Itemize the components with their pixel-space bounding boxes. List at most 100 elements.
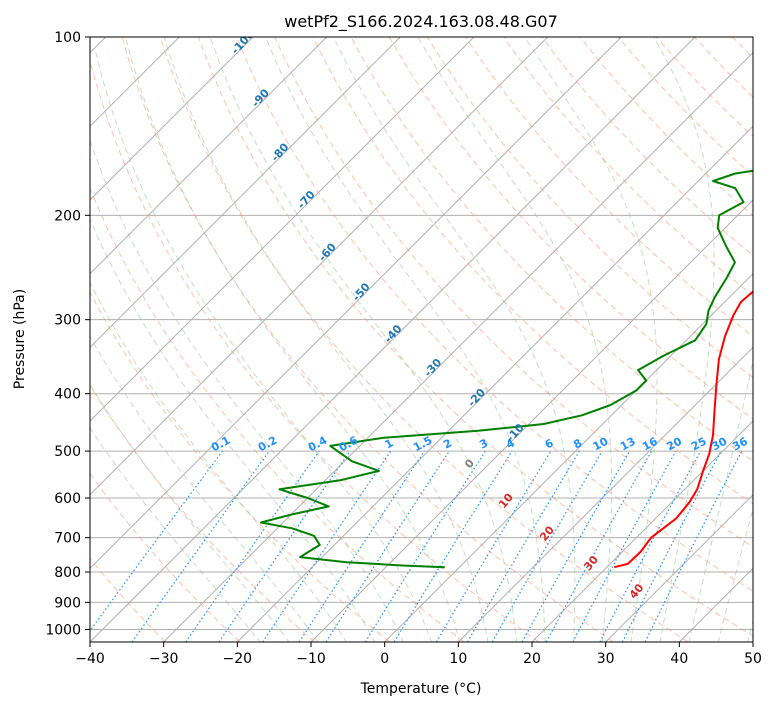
- mixing-ratio-line: [364, 450, 486, 642]
- mixing-ratio-line: [262, 450, 392, 642]
- y-tick-label: 300: [54, 313, 81, 329]
- y-axis: 100 200 300 400 500 600 700 800 900 1000: [45, 30, 90, 638]
- y-tick-label: 500: [54, 444, 81, 460]
- isotherm-line: [90, 37, 622, 570]
- x-tick-label: −10: [296, 651, 326, 667]
- dry-adiabat-line: [236, 37, 753, 592]
- mixing-ratio-line: [545, 450, 653, 642]
- dry-adiabat-label: -60: [316, 240, 339, 264]
- mixing-ratio-line: [131, 450, 270, 642]
- dry-adiabat-label: -50: [350, 280, 373, 304]
- mixing-ratio-label: 36: [730, 435, 750, 454]
- x-tick-label: 10: [449, 651, 467, 667]
- moist-adiabat-line: [90, 281, 347, 642]
- isotherm-line: [90, 37, 549, 496]
- x-tick-label: −20: [223, 651, 253, 667]
- mixing-ratio-line: [435, 450, 552, 642]
- isotherm-line: [90, 37, 696, 642]
- x-tick-label: 0: [380, 651, 389, 667]
- mixing-ratio-label: 16: [640, 435, 660, 454]
- moist-adiabat-line: [90, 383, 290, 642]
- dry-adiabat-line: [426, 37, 753, 379]
- y-tick-label: 100: [54, 30, 81, 46]
- dry-adiabat-line: [656, 37, 753, 138]
- dry-adiabat-label: -90: [249, 86, 272, 110]
- x-tick-label: 50: [744, 651, 762, 667]
- isotherm-line: [752, 641, 753, 642]
- mixing-ratio-line: [218, 450, 351, 642]
- mixing-ratio-line: [298, 450, 425, 642]
- dewpoint-line: [260, 169, 753, 569]
- isotherm-line: [90, 37, 328, 275]
- dry-adiabat-line: [312, 37, 753, 505]
- isotherm-line: [236, 125, 753, 642]
- y-tick-label: 200: [54, 208, 81, 224]
- y-tick-label: 900: [54, 595, 81, 611]
- moist-adiabat-line: [90, 427, 261, 642]
- mixing-ratio-line: [644, 450, 743, 642]
- y-tick-label: 700: [54, 531, 81, 547]
- x-tick-label: −30: [149, 651, 179, 667]
- x-tick-label: −40: [75, 651, 105, 667]
- sounding-series: [260, 169, 753, 569]
- moist-adiabat-line: [524, 37, 658, 642]
- moist-adiabat-line: [417, 37, 612, 642]
- mixing-ratio-label: 20: [664, 435, 684, 454]
- moist-adiabat-line: [653, 37, 715, 642]
- dry-adiabat-line: [771, 37, 775, 642]
- mixing-ratio-line: [599, 450, 702, 642]
- mixing-ratio-label: 30: [710, 435, 730, 454]
- moist-adiabat-label: 10: [496, 491, 516, 511]
- moist-adiabat-line: [90, 138, 404, 642]
- moist-adiabats: [90, 37, 753, 642]
- moist-adiabat-line: [717, 506, 753, 642]
- mixing-ratio-line: [621, 450, 722, 642]
- mixing-ratio-label: 3: [477, 436, 490, 451]
- moist-adiabat-line: [90, 217, 376, 642]
- dry-adiabat-line: [90, 384, 316, 642]
- moist-adiabat-label: 0: [462, 456, 477, 470]
- y-tick-label: 1000: [45, 622, 81, 638]
- mixing-ratio-line: [393, 450, 513, 642]
- mixing-ratio-line: [185, 450, 320, 642]
- dry-adiabat-line: [503, 37, 753, 297]
- moist-adiabat-line: [332, 37, 576, 642]
- mixing-ratio-line: [90, 450, 223, 632]
- isotherm-line: [163, 51, 753, 642]
- y-tick-label: 800: [54, 565, 81, 581]
- dry-adiabat-line: [541, 37, 753, 257]
- isotherm-line: [678, 567, 753, 642]
- mixing-ratio-label: 2: [441, 436, 454, 451]
- dry-adiabat-line: [388, 37, 753, 420]
- dry-adiabat-line: [274, 37, 753, 548]
- dry-adiabat-line: [465, 37, 753, 338]
- mixing-ratio-label: 10: [591, 435, 611, 454]
- moist-adiabat-line: [163, 37, 489, 642]
- y-tick-label: 400: [54, 387, 81, 403]
- dry-adiabat-line: [90, 291, 390, 642]
- plot-frame: [89, 36, 754, 643]
- x-axis-label: Temperature (°C): [360, 681, 482, 697]
- mixing-ratio-label: 1: [383, 436, 396, 451]
- mixing-ratio-lines: [90, 450, 743, 642]
- moist-adiabat-line: [90, 335, 319, 642]
- isotherm-line: [457, 346, 753, 642]
- dry-adiabat-line: [694, 37, 753, 98]
- dry-adiabat-line: [159, 37, 689, 642]
- dry-adiabat-line: [121, 37, 614, 642]
- isotherm-line: [384, 272, 753, 642]
- dry-adiabat-label: -70: [295, 188, 318, 212]
- y-axis-label: Pressure (hPa): [12, 289, 28, 389]
- mixing-ratio-line: [572, 450, 677, 642]
- moist-adiabat-label: 30: [581, 553, 601, 573]
- x-tick-label: 40: [670, 651, 688, 667]
- isotherm-line: [90, 37, 254, 201]
- dry-adiabat-line: [732, 37, 753, 59]
- dry-adiabat-label: -20: [465, 386, 488, 410]
- dry-adiabat-line: [90, 472, 241, 642]
- moist-adiabat-line: [125, 37, 461, 642]
- isotherm-line: [605, 493, 753, 642]
- mixing-ratio-label: 13: [618, 435, 638, 454]
- skewed-isotherms: [90, 37, 753, 642]
